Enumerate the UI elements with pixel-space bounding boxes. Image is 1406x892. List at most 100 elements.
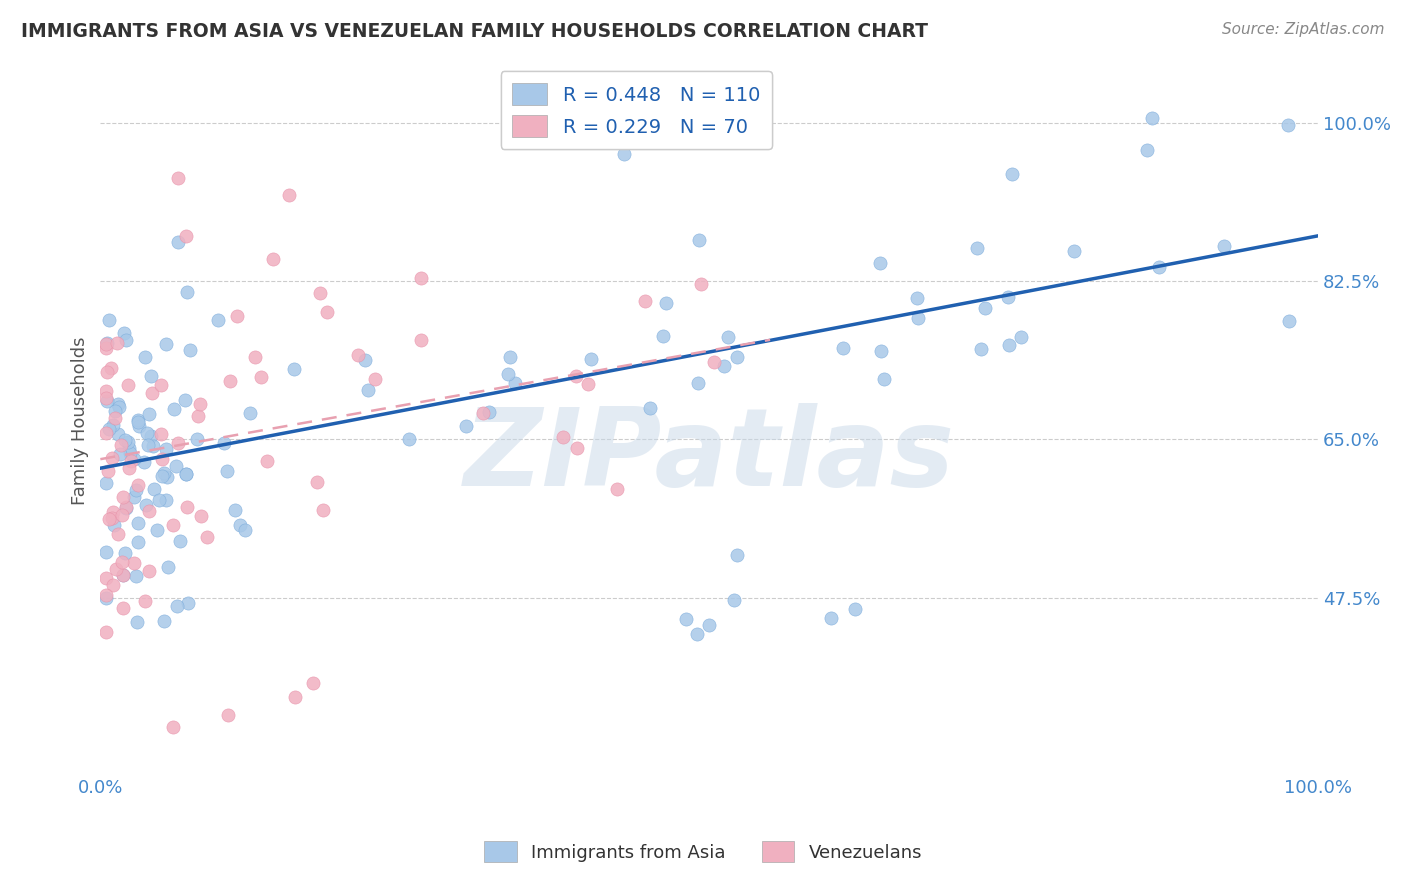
Point <box>108 401 131 415</box>
Point <box>115 333 138 347</box>
Point <box>138 504 160 518</box>
Point <box>675 612 697 626</box>
Point <box>107 427 129 442</box>
Point <box>169 534 191 549</box>
Point <box>284 690 307 704</box>
Point <box>308 285 330 300</box>
Point <box>138 407 160 421</box>
Point <box>195 530 218 544</box>
Point <box>907 311 929 326</box>
Point <box>872 372 894 386</box>
Point <box>96 625 118 640</box>
Point <box>120 445 142 459</box>
Point <box>96 365 118 379</box>
Point <box>316 305 339 319</box>
Point <box>155 493 177 508</box>
Point <box>1010 330 1032 344</box>
Point <box>111 567 134 582</box>
Point <box>1140 112 1163 126</box>
Point <box>127 535 149 549</box>
Point <box>190 397 212 411</box>
Point <box>134 455 156 469</box>
Point <box>107 527 129 541</box>
Point <box>190 509 212 524</box>
Point <box>118 461 141 475</box>
Point <box>162 518 184 533</box>
Point <box>97 312 120 326</box>
Point <box>250 370 273 384</box>
Point <box>124 556 146 570</box>
Point <box>150 452 173 467</box>
Point <box>354 352 377 367</box>
Point <box>149 426 172 441</box>
Point <box>689 277 711 292</box>
Point <box>96 335 118 350</box>
Point <box>167 170 190 185</box>
Point <box>103 578 125 592</box>
Point <box>162 720 184 734</box>
Point <box>869 256 891 270</box>
Point <box>725 548 748 562</box>
Point <box>155 442 177 457</box>
Point <box>146 524 169 538</box>
Point <box>97 464 120 478</box>
Point <box>125 569 148 583</box>
Point <box>105 335 128 350</box>
Point <box>96 391 118 405</box>
Point <box>110 438 132 452</box>
Point <box>655 296 678 310</box>
Point <box>96 591 118 605</box>
Point <box>567 441 589 455</box>
Point <box>127 416 149 430</box>
Point <box>96 393 118 408</box>
Point <box>278 188 301 202</box>
Text: IMMIGRANTS FROM ASIA VS VENEZUELAN FAMILY HOUSEHOLDS CORRELATION CHART: IMMIGRANTS FROM ASIA VS VENEZUELAN FAMIL… <box>21 22 928 41</box>
Point <box>100 360 122 375</box>
Point <box>111 508 134 522</box>
Point <box>713 359 735 373</box>
Point <box>148 493 170 508</box>
Point <box>217 464 239 478</box>
Point <box>125 483 148 498</box>
Point <box>120 454 142 468</box>
Point <box>111 490 134 504</box>
Point <box>179 343 201 357</box>
Point <box>969 342 991 356</box>
Point <box>212 436 235 450</box>
Point <box>101 510 124 524</box>
Point <box>346 348 368 362</box>
Point <box>117 441 139 455</box>
Point <box>1147 260 1170 274</box>
Point <box>1277 118 1299 132</box>
Point <box>165 458 187 473</box>
Point <box>723 593 745 607</box>
Point <box>112 567 135 582</box>
Point <box>156 470 179 484</box>
Point <box>974 301 997 316</box>
Point <box>564 368 586 383</box>
Point <box>218 374 240 388</box>
Legend: Immigrants from Asia, Venezuelans: Immigrants from Asia, Venezuelans <box>477 834 929 870</box>
Point <box>117 435 139 450</box>
Legend: R = 0.448   N = 110, R = 0.229   N = 70: R = 0.448 N = 110, R = 0.229 N = 70 <box>501 71 772 149</box>
Point <box>551 430 574 444</box>
Point <box>136 425 159 440</box>
Point <box>307 475 329 490</box>
Point <box>398 432 420 446</box>
Point <box>96 571 118 585</box>
Point <box>128 419 150 434</box>
Point <box>105 562 128 576</box>
Point <box>686 626 709 640</box>
Point <box>1213 239 1236 253</box>
Point <box>411 270 433 285</box>
Point <box>115 501 138 516</box>
Y-axis label: Family Households: Family Households <box>72 337 89 506</box>
Point <box>640 401 662 415</box>
Point <box>114 434 136 448</box>
Point <box>139 369 162 384</box>
Point <box>103 505 125 519</box>
Point <box>456 419 478 434</box>
Point <box>235 523 257 537</box>
Point <box>96 341 118 355</box>
Point <box>176 467 198 482</box>
